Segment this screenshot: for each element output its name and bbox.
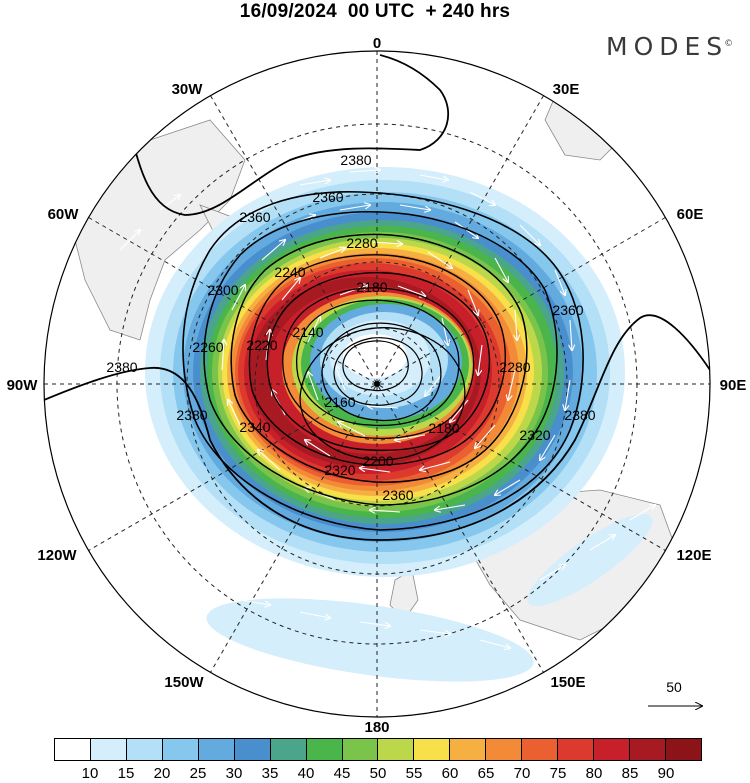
colorbar-tick-label: 10: [81, 765, 99, 782]
contour-2300: [248, 254, 506, 466]
shade-calm-core: [343, 334, 407, 378]
colorbar-tick-label: 30: [225, 765, 243, 782]
colorbar-segment: [665, 739, 701, 760]
contour-label-2320-south: 2320: [324, 462, 355, 478]
colorbar-tick-label: 45: [333, 765, 351, 782]
contour-labels: 2380 2380 2380 2380 2360 2360 2360 2360 …: [106, 152, 595, 503]
shade-10-band-australia: [527, 513, 653, 607]
contour-label-2140: 2140: [292, 324, 323, 340]
contour-label-2360-south: 2360: [382, 487, 413, 503]
contour-label-2260: 2260: [192, 339, 223, 355]
colorbar-tick-label: 35: [261, 765, 279, 782]
contour-label-2320-east: 2320: [519, 427, 550, 443]
contour-2280: [266, 272, 491, 452]
colorbar-tick-label: 15: [117, 765, 135, 782]
lon-label-60w: 60W: [48, 206, 80, 223]
lon-label-150w: 150W: [164, 674, 204, 691]
contour-label-2220: 2220: [246, 337, 277, 353]
colorbar-segment: [234, 739, 271, 760]
logo-text: MODES: [606, 32, 729, 61]
colorbar-segment: [162, 739, 199, 760]
contour-2380-north: [129, 54, 449, 216]
map-boundary: [43, 50, 711, 718]
colorbar-segment: [414, 739, 451, 760]
contour-2140: [342, 340, 409, 392]
colorbar-tick-label: 60: [441, 765, 459, 782]
contour-label-2200: 2200: [362, 453, 393, 469]
colorbar-tick-label: 50: [369, 765, 387, 782]
contour-label-2340: 2340: [239, 419, 270, 435]
colorbar-segment: [630, 739, 666, 760]
longitude-labels: 0 30E 60E 90E 120E 150E 180 150W 120W 90…: [7, 35, 747, 736]
colorbar-tick-label: 55: [405, 765, 423, 782]
contour-label-2360-east: 2360: [552, 302, 583, 318]
shade-15-band-pacific: [206, 598, 534, 682]
colorbar-tick-label: 20: [153, 765, 171, 782]
contour-label-2180-south: 2180: [428, 420, 459, 436]
colorbar-tick-label: 70: [513, 765, 531, 782]
colorbar-segment: [306, 739, 343, 760]
colorbar-segment: [126, 739, 163, 760]
lon-label-120e: 120E: [676, 547, 711, 564]
contour-label-2300: 2300: [207, 282, 238, 298]
colorbar-tick-label: 80: [585, 765, 603, 782]
contour-label-2360-nw: 2360: [239, 209, 270, 225]
lon-label-120w: 120W: [37, 547, 77, 564]
lon-label-150e: 150E: [550, 674, 585, 691]
colorbar-segment: [594, 739, 630, 760]
contour-label-2280-north: 2280: [346, 235, 377, 251]
contour-2160: [333, 337, 423, 406]
reference-vector-label: 50: [666, 679, 682, 695]
colorbar-segment: [270, 739, 307, 760]
contour-2200: [299, 327, 466, 461]
pole-marker: [374, 381, 380, 387]
lon-label-60e: 60E: [677, 206, 704, 223]
reference-vector: 50: [648, 679, 702, 706]
contour-label-2380-south: 2380: [176, 407, 207, 423]
colorbar-segment: [90, 739, 127, 760]
polar-stereographic-map: 2380 2380 2380 2380 2360 2360 2360 2360 …: [7, 35, 747, 736]
wind-speed-colorbar: [54, 738, 702, 761]
colorbar-tick-label: 90: [657, 765, 675, 782]
colorbar-segment: [486, 739, 523, 760]
colorbar-segment: [558, 739, 595, 760]
contour-label-2380-north: 2380: [340, 152, 371, 168]
contour-label-2240: 2240: [274, 264, 305, 280]
contour-2320: [230, 233, 528, 483]
lon-label-30w: 30W: [172, 81, 204, 98]
lon-label-180: 180: [364, 719, 389, 736]
contour-2240: [296, 299, 460, 427]
contour-2340: [203, 211, 558, 506]
lon-label-90e: 90E: [720, 377, 747, 394]
page-title: 16/09/2024 00 UTC + 240 hrs: [239, 1, 511, 22]
contour-2260: [282, 287, 475, 440]
contour-label-2160: 2160: [324, 394, 355, 410]
contour-2360: [182, 191, 584, 531]
colorbar-tick-label: 40: [297, 765, 315, 782]
copyright-mark: ©: [724, 38, 734, 49]
contour-2180: [321, 322, 442, 422]
contour-label-2360-north: 2360: [312, 189, 343, 205]
colorbar-tick-label: 65: [477, 765, 495, 782]
contour-label-2380-west: 2380: [106, 359, 137, 375]
colorbar-tick-label: 85: [621, 765, 639, 782]
contour-2380-outer: [44, 314, 710, 541]
lon-label-0: 0: [373, 35, 381, 52]
colorbar-tick-labels: 10 15 20 25 30 35 40 45 50 55 60 65 70 75 80 85 90: [0, 765, 750, 783]
lon-label-30e: 30E: [553, 81, 580, 98]
colorbar-tick-label: 75: [549, 765, 567, 782]
height-contours: [44, 54, 710, 541]
lon-label-90w: 90W: [7, 377, 39, 394]
contour-label-2180-north: 2180: [356, 279, 387, 295]
contour-label-2380-east: 2380: [564, 407, 595, 423]
colorbar-tick-label: 25: [189, 765, 207, 782]
modes-logo: MODES©: [606, 32, 733, 61]
colorbar-segment: [522, 739, 559, 760]
colorbar-segment: [342, 739, 379, 760]
contour-label-2280-east: 2280: [499, 359, 530, 375]
colorbar-segment: [450, 739, 487, 760]
colorbar-segment: [378, 739, 415, 760]
colorbar-segment: [198, 739, 235, 760]
colorbar-segment: [55, 739, 91, 760]
